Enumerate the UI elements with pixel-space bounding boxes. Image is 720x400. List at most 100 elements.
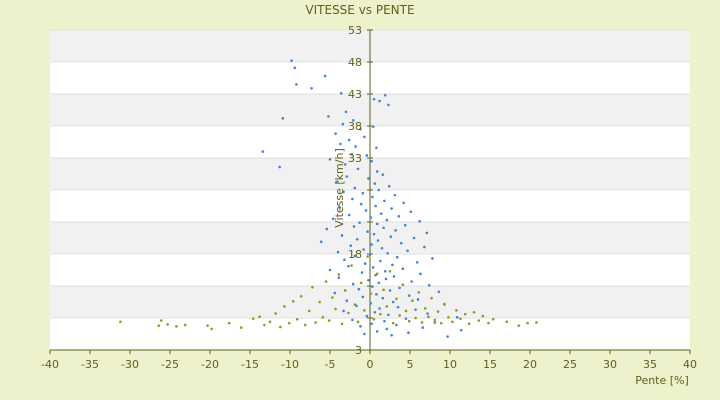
scatter-point (351, 318, 354, 322)
scatter-point (411, 299, 414, 303)
scatter-point (375, 170, 379, 173)
scatter-point (369, 301, 373, 305)
scatter-point (349, 244, 353, 247)
scatter-point (355, 237, 359, 241)
scatter-point (319, 240, 323, 244)
scatter-point (383, 319, 386, 323)
y-tick-label: 3 (355, 344, 362, 357)
scatter-point (416, 298, 420, 301)
scatter-point (415, 261, 419, 264)
scatter-point (370, 159, 373, 163)
scatter-point (351, 282, 355, 286)
scatter-point (535, 321, 538, 324)
scatter-point (375, 330, 379, 333)
x-tick-label: 40 (683, 358, 697, 371)
scatter-point (383, 269, 387, 273)
scatter-point (281, 117, 285, 120)
x-tick-label: 30 (603, 358, 617, 371)
scatter-point (283, 305, 286, 308)
scatter-point (334, 132, 337, 135)
scatter-point (359, 325, 362, 328)
scatter-point (363, 332, 366, 336)
scatter-point (343, 258, 346, 262)
scatter-point (382, 226, 385, 230)
scatter-point (391, 263, 394, 267)
scatter-point (374, 204, 377, 208)
scatter-point (323, 74, 327, 78)
y-tick-label: 38 (348, 120, 362, 133)
scatter-point (290, 59, 293, 63)
scatter-point (491, 317, 495, 321)
scatter-point (352, 225, 356, 228)
x-tick-label: -30 (121, 358, 139, 371)
scatter-point (347, 138, 351, 142)
scatter-point (210, 327, 213, 331)
scatter-point (287, 321, 291, 325)
scatter-point (261, 150, 265, 153)
scatter-point (365, 154, 369, 157)
scatter-point (351, 118, 355, 122)
scatter-point (414, 308, 417, 311)
scatter-point (268, 320, 272, 324)
tick-labels: -40 -35 -30 -25 -20 -15 -10 -5 0 5 10 15 20 25 30 35 40 3… (41, 24, 697, 371)
scatter-point (390, 207, 393, 210)
scatter-point (459, 317, 462, 320)
scatter-point (258, 315, 261, 319)
axes (49, 29, 691, 354)
scatter-point (157, 324, 161, 327)
scatter-point (340, 322, 344, 326)
scatter-point (358, 221, 361, 224)
scatter-point (361, 191, 365, 195)
scatter-point (314, 321, 317, 324)
scatter-point (359, 202, 363, 206)
scatter-point (383, 93, 387, 97)
scatter-point (299, 294, 303, 298)
scatter-point (367, 278, 370, 282)
scatter-point (455, 309, 458, 312)
x-tick-label: -35 (81, 358, 99, 371)
scatter-point (385, 218, 389, 222)
scatter-point (311, 285, 314, 289)
scatter-point (391, 300, 395, 304)
scatter-point (385, 327, 389, 331)
scatter-point (391, 321, 395, 325)
scatter-point (407, 294, 411, 297)
scatter-point (364, 209, 368, 212)
scatter-point (331, 217, 335, 221)
scatter-point (350, 152, 353, 156)
scatter-point (227, 321, 231, 325)
scatter-point (303, 323, 307, 327)
scatter-point (325, 227, 329, 231)
scatter-point (375, 293, 378, 296)
scatter-point (381, 173, 385, 176)
scatter-point (183, 323, 187, 327)
scatter-point (395, 323, 398, 327)
scatter-point (372, 232, 376, 236)
scatter-point (418, 220, 421, 223)
scatter-point (439, 321, 443, 325)
scatter-point (505, 320, 509, 324)
scatter-point (278, 165, 281, 169)
scatter-point (406, 249, 409, 253)
scatter-point (377, 188, 381, 192)
scatter-point (401, 283, 405, 287)
scatter-point (291, 300, 295, 303)
x-tick-label: -20 (201, 358, 219, 371)
scatter-point (347, 213, 351, 217)
scatter-point (436, 310, 440, 313)
scatter-point (369, 216, 373, 219)
scatter-point (389, 235, 393, 239)
scatter-point (393, 193, 397, 197)
scatter-point (421, 326, 425, 329)
scatter-point (526, 321, 529, 325)
y-tick-label: 48 (348, 56, 362, 69)
scatter-point (407, 331, 410, 335)
scatter-point (433, 321, 437, 324)
scatter-point (410, 280, 413, 283)
x-tick-label: -15 (241, 358, 259, 371)
scatter-point (372, 317, 376, 321)
scatter-point (431, 257, 434, 260)
scatter-point (379, 212, 383, 215)
scatter-point (392, 275, 396, 278)
